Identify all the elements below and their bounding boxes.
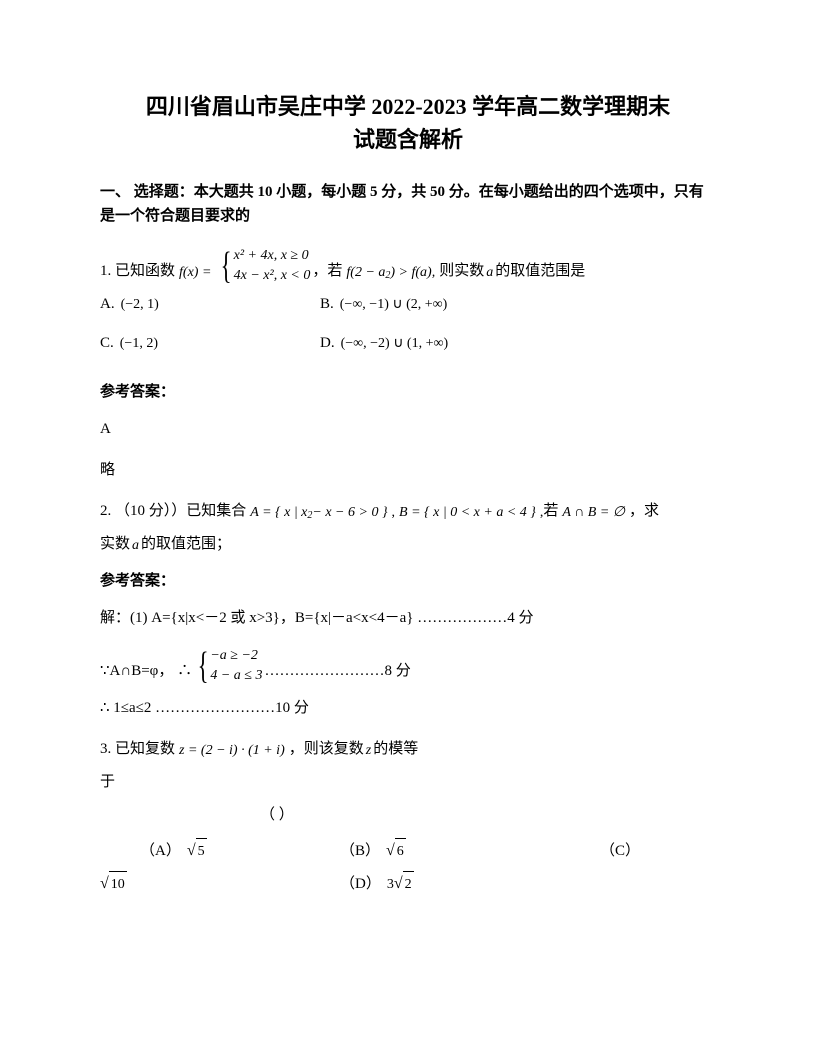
q2-sol-line2-suf: ……………………8 分 — [264, 658, 410, 685]
q3-optD-label: （D） — [340, 871, 381, 898]
q1-optA-label: A. — [100, 291, 115, 318]
sqrt-icon: √10 — [100, 870, 127, 899]
q2-sol-line3: ∴ 1≤a≤2 ……………………10 分 — [100, 695, 716, 722]
q1-options: A. (−2, 1) B. (−∞, −1) ∪ (2, +∞) C. (−1,… — [100, 291, 716, 369]
q1-stem: 1. 已知函数 f(x) = { x² + 4x, x ≥ 0 4x − x²,… — [100, 246, 716, 285]
section-1-header: 一、 选择题：本大题共 10 小题，每小题 5 分，共 50 分。在每小题给出的… — [100, 180, 716, 228]
q2-comma1: , — [392, 500, 396, 525]
q3-option-c-value: √10 — [100, 870, 340, 899]
q2-mid: 若 — [543, 498, 558, 525]
q3-expr: z = (2 − i) · (1 + i) — [179, 738, 285, 763]
q3-options: （A） √5 （B） √6 （C） √10 — [100, 837, 716, 899]
q1-option-a: A. (−2, 1) — [100, 291, 320, 318]
q3-line2: 于 — [100, 769, 115, 796]
q2-suffix: ，求 — [629, 498, 659, 525]
q3-optD-val: 2 — [403, 871, 414, 897]
q3-optC-val: 10 — [109, 871, 127, 897]
sqrt-icon: √5 — [187, 837, 207, 866]
q1-mid: ，若 — [312, 258, 342, 285]
q3-option-a: （A） √5 — [140, 837, 340, 866]
q1-optC-label: C. — [100, 330, 114, 357]
q2-line2-pre: 实数 — [100, 531, 130, 558]
page-title: 四川省眉山市吴庄中学 2022-2023 学年高二数学理期末 试题含解析 — [100, 90, 716, 156]
q2-sol-line2-pre: ∵A∩B=φ， ∴ — [100, 658, 192, 685]
q2-setB: B = { x | 0 < x + a < 4 } — [399, 500, 536, 525]
q3-optA-val: 5 — [196, 838, 207, 864]
q3-zvar: z — [366, 738, 371, 763]
q1-answer-label: 参考答案： — [100, 379, 716, 406]
brace-icon: { — [198, 647, 209, 685]
q2-line2-suf: 的取值范围； — [141, 531, 231, 558]
q3-optC-label: （C） — [600, 838, 640, 865]
q3-paren: （ ） — [260, 802, 716, 829]
q3-suffix: 的模等 — [373, 736, 418, 763]
question-2: 2. （10 分））已知集合 A = { x | x2 − x − 6 > 0 … — [100, 498, 716, 722]
q1-optB: (−∞, −1) ∪ (2, +∞) — [340, 292, 448, 317]
sqrt-icon: √2 — [394, 870, 414, 899]
q2-sol-piecewise: { −a ≥ −2 4 − a ≤ 3 — [194, 646, 262, 685]
q3-optA-label: （A） — [140, 838, 181, 865]
q3-stem: 3. 已知复数 z = (2 − i) · (1 + i) ，则该复数 z 的模… — [100, 736, 716, 763]
q1-answer: A — [100, 416, 716, 443]
q2-sol-line1: 解：(1) A={x|x<－2 或 x>3}，B={x|－a<x<4－a} ……… — [100, 605, 716, 632]
q1-option-b: B. (−∞, −1) ∪ (2, +∞) — [320, 291, 540, 318]
q1-optD: (−∞, −2) ∪ (1, +∞) — [341, 331, 449, 356]
q3-mid: ，则该复数 — [289, 736, 364, 763]
q3-optD-coef: 3 — [387, 872, 394, 897]
brace-icon: { — [221, 247, 232, 285]
title-line-2: 试题含解析 — [353, 127, 463, 152]
q1-prefix: 1. 已知函数 — [100, 258, 175, 285]
q1-suffix1: 则实数 — [439, 258, 484, 285]
q2-prefix: 2. （10 分））已知集合 — [100, 498, 246, 525]
q2-sol-case2: 4 − a ≤ 3 — [210, 666, 262, 686]
q1-case2: 4x − x², x < 0 — [234, 266, 311, 286]
q1-case1: x² + 4x, x ≥ 0 — [234, 246, 311, 266]
title-line-1: 四川省眉山市吴庄中学 2022-2023 学年高二数学理期末 — [146, 94, 670, 119]
q1-optD-label: D. — [320, 330, 335, 357]
q2-answer-label: 参考答案： — [100, 568, 716, 595]
q1-answer-note: 略 — [100, 457, 716, 484]
q3-option-d: （D） 3 √2 — [340, 870, 414, 899]
q1-piecewise: { x² + 4x, x ≥ 0 4x − x², x < 0 — [217, 246, 310, 285]
q2-line2-var: a — [132, 533, 139, 558]
sqrt-icon: √6 — [386, 837, 406, 866]
q1-func-lhs: f(x) = — [179, 260, 211, 285]
q3-prefix: 3. 已知复数 — [100, 736, 175, 763]
q2-cond: A ∩ B = ∅ — [562, 500, 625, 525]
q1-var: a — [486, 260, 493, 285]
q2-stem-line2: 实数 a 的取值范围； — [100, 531, 716, 558]
q2-sol-line2: ∵A∩B=φ， ∴ { −a ≥ −2 4 − a ≤ 3 ……………………8 … — [100, 646, 716, 685]
q2-stem: 2. （10 分））已知集合 A = { x | x2 − x − 6 > 0 … — [100, 498, 716, 525]
question-1: 1. 已知函数 f(x) = { x² + 4x, x ≥ 0 4x − x²,… — [100, 246, 716, 484]
q3-optB-val: 6 — [395, 838, 406, 864]
q1-optB-label: B. — [320, 291, 334, 318]
q1-optA: (−2, 1) — [121, 292, 159, 317]
question-3: 3. 已知复数 z = (2 − i) · (1 + i) ，则该复数 z 的模… — [100, 736, 716, 899]
q3-stem-line2: 于 — [100, 769, 716, 796]
q1-option-d: D. (−∞, −2) ∪ (1, +∞) — [320, 330, 540, 357]
q2-sol-case1: −a ≥ −2 — [210, 646, 262, 666]
q2-setA: A = { x | x2 − x − 6 > 0 } — [250, 500, 387, 525]
q1-suffix2: 的取值范围是 — [495, 258, 585, 285]
q3-option-b: （B） √6 — [340, 837, 600, 866]
q1-option-c: C. (−1, 2) — [100, 330, 320, 357]
q3-optB-label: （B） — [340, 838, 380, 865]
q1-optC: (−1, 2) — [120, 331, 158, 356]
q1-cond: f(2 − a2) > f(a), — [346, 260, 435, 285]
q3-option-c: （C） — [600, 838, 640, 865]
